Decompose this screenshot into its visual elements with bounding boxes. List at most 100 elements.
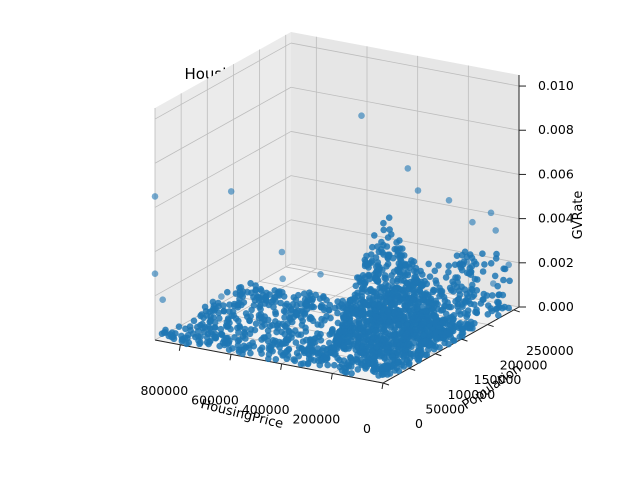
- scatter-point: [425, 342, 433, 350]
- scatter-point: [495, 291, 502, 299]
- scatter-point: [413, 268, 420, 276]
- scatter-point: [437, 288, 445, 296]
- scatter-point: [175, 323, 183, 331]
- scatter-point: [321, 304, 328, 311]
- scatter-point: [410, 282, 417, 290]
- scatter-point: [227, 325, 234, 333]
- scatter-point: [343, 322, 350, 329]
- grid-line-z-left: [154, 42, 292, 120]
- scatter-point: [372, 254, 380, 261]
- scatter-point: [252, 320, 260, 328]
- scatter-point: [412, 320, 419, 327]
- scatter-point: [406, 307, 414, 315]
- z-axis-label: GVRate: [571, 191, 586, 240]
- grid-line-z-left: [154, 219, 292, 297]
- scatter-point: [340, 316, 348, 324]
- y-tick-label: 50000: [425, 401, 465, 416]
- scatter-point: [367, 286, 374, 294]
- scatter-point: [209, 298, 217, 306]
- y-tick-mark: [435, 353, 442, 357]
- grid-line-z-back: [290, 86, 520, 131]
- scatter-point: [380, 226, 388, 234]
- scatter-point: [456, 319, 464, 327]
- scatter-point: [359, 343, 366, 351]
- scatter-point: [380, 219, 387, 227]
- scatter-point: [291, 357, 299, 365]
- scatter-point: [266, 322, 274, 330]
- scatter-point: [277, 349, 285, 356]
- scatter-point: [269, 347, 276, 355]
- scatter-point: [182, 325, 189, 333]
- left-pane: [155, 32, 291, 340]
- scatter-point: [422, 308, 430, 315]
- scatter-point: [414, 187, 422, 194]
- z-tick-label: 0.002: [538, 255, 574, 270]
- scatter-point: [232, 315, 240, 322]
- scatter-point: [471, 320, 478, 327]
- scatter-point: [272, 308, 279, 316]
- scatter-point: [281, 330, 289, 338]
- scatter-point: [402, 261, 410, 269]
- scatter-point: [343, 369, 350, 376]
- scatter-point: [264, 337, 272, 345]
- scatter-point: [384, 234, 392, 241]
- scatter-point: [495, 300, 502, 308]
- scatter-point: [151, 270, 159, 278]
- scatter-point: [444, 330, 452, 337]
- scatter-point: [419, 271, 426, 278]
- z-tick-label: 0.008: [538, 122, 574, 137]
- scatter-point: [227, 188, 235, 195]
- scatter-point: [297, 314, 305, 322]
- scatter-point: [257, 306, 264, 313]
- scatter-point: [352, 282, 360, 290]
- scatter-point: [382, 299, 390, 307]
- scatter-point: [458, 266, 466, 274]
- y-tick-mark: [382, 382, 390, 386]
- scatter-point: [205, 340, 212, 348]
- scatter-point: [197, 333, 204, 341]
- scatter-point: [359, 349, 366, 357]
- scatter-point: [388, 272, 395, 279]
- x-tick-mark: [229, 354, 232, 361]
- scatter-point: [282, 349, 289, 357]
- scatter-point: [318, 357, 325, 365]
- scatter-point: [235, 348, 243, 356]
- scatter-point: [396, 311, 404, 318]
- y-tick-label: 0: [415, 416, 423, 431]
- x-tick-mark: [178, 344, 181, 351]
- x-tick-mark: [280, 363, 283, 370]
- scatter-points: [151, 112, 513, 379]
- scatter-point: [279, 275, 287, 283]
- scatter-point: [247, 349, 254, 357]
- scatter-point: [360, 311, 367, 319]
- y-tick-label: 200000: [500, 358, 548, 373]
- scatter-point: [195, 327, 202, 335]
- scatter-point: [414, 355, 421, 363]
- scatter-point: [354, 366, 362, 373]
- scatter-point: [185, 339, 193, 347]
- scatter-point: [241, 330, 249, 338]
- scatter-point: [389, 331, 397, 339]
- grid-line-z-left: [154, 175, 292, 252]
- scatter-point: [479, 296, 487, 304]
- scatter-point: [317, 321, 325, 329]
- scatter-point: [430, 286, 437, 294]
- scatter-point: [246, 342, 253, 349]
- scatter-point: [391, 309, 398, 317]
- scatter-point: [383, 335, 391, 342]
- scatter-point: [352, 309, 360, 316]
- z-tick-label: 0.004: [538, 211, 574, 226]
- scatter-point: [381, 285, 388, 292]
- scatter-point: [340, 342, 348, 350]
- scatter-point: [270, 303, 277, 311]
- scatter-point: [369, 243, 376, 251]
- scatter-point: [216, 315, 223, 322]
- scatter-point: [445, 268, 452, 276]
- scatter-point: [258, 350, 265, 357]
- scatter-point: [374, 278, 382, 286]
- scatter-point: [282, 308, 289, 316]
- scatter-point: [453, 252, 461, 259]
- scatter-point: [492, 255, 500, 262]
- scatter-point: [436, 344, 443, 351]
